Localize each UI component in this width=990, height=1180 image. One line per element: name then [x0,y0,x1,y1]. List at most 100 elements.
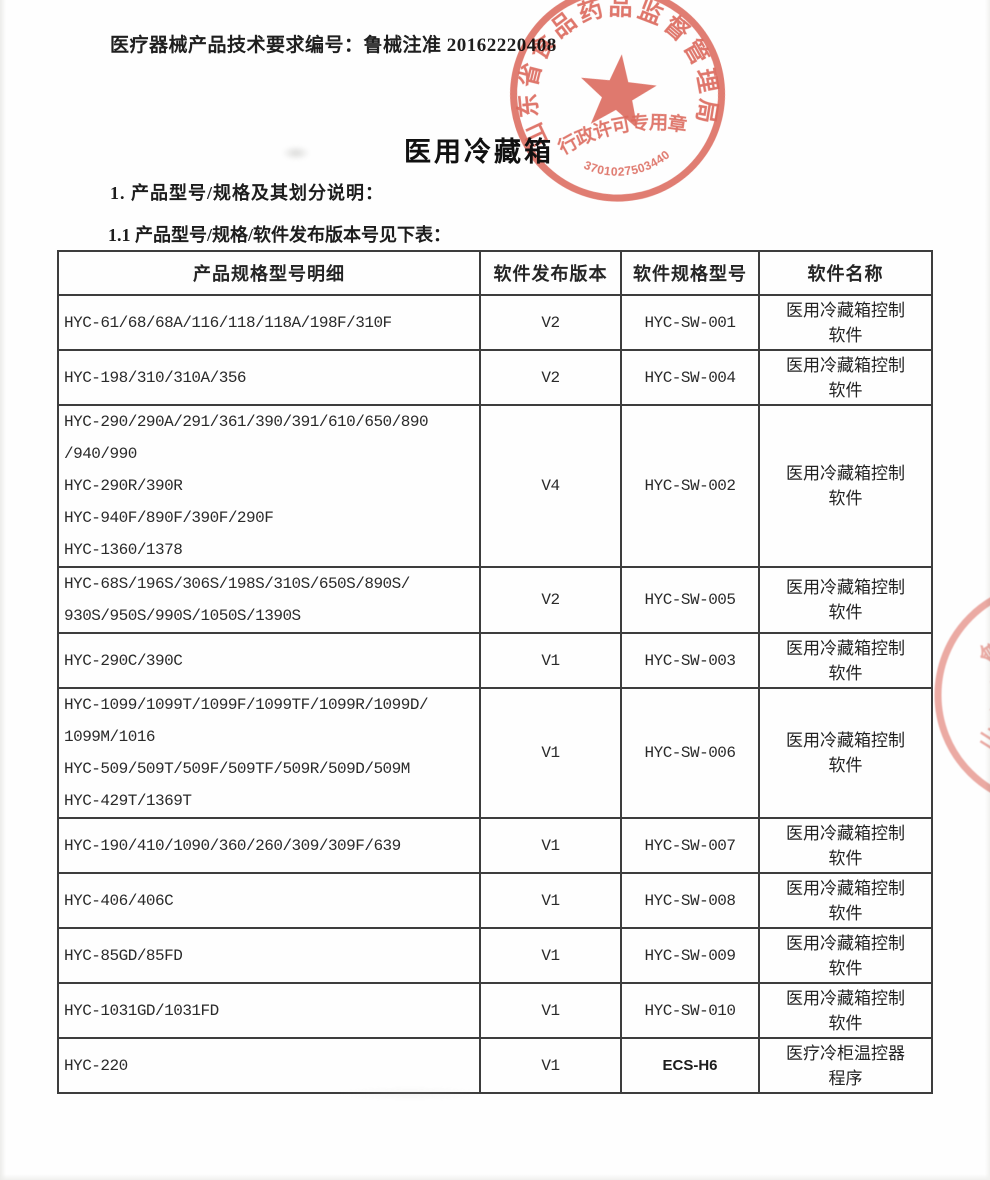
scan-smudge [282,146,310,160]
cell-software-name: 医用冷藏箱控制 软件 [758,927,933,984]
model-line: HYC-509/509T/509F/509TF/509R/509D/509M [64,760,410,778]
software-name-line: 软件 [828,848,863,868]
cell-software-model: HYC-SW-010 [620,982,760,1039]
cell-software-version: V1 [479,982,622,1039]
cell-product-models: HYC-290C/390C [57,632,481,689]
software-name-line: 软件 [828,325,863,345]
version-text: V1 [541,946,560,965]
table-row: HYC-1099/1099T/1099F/1099TF/1099R/1099D/… [57,687,933,819]
software-name-line: 软件 [828,380,863,400]
cell-product-models: HYC-1099/1099T/1099F/1099TF/1099R/1099D/… [57,687,481,819]
software-model-text: HYC-SW-005 [644,591,736,609]
software-model-text: HYC-SW-004 [644,368,736,387]
cell-product-models: HYC-190/410/1090/360/260/309/309F/639 [57,817,481,874]
cell-software-name: 医用冷藏箱控制 软件 [758,817,933,874]
cell-software-version: V2 [479,294,622,351]
cell-software-model: HYC-SW-002 [620,404,760,568]
software-name-line: 医用冷藏箱控制 [786,638,905,658]
cell-product-models: HYC-406/406C [57,872,481,929]
stamp-star-icon [581,54,657,129]
cell-software-version: V1 [479,817,622,874]
table-row: HYC-220 V1 ECS-H6 医疗冷柜温控器 程序 [57,1037,933,1094]
version-text: V1 [541,1056,560,1075]
software-name-line: 医用冷藏箱控制 [786,464,905,483]
cell-software-model: HYC-SW-005 [620,566,760,634]
cell-software-model: ECS-H6 [620,1037,760,1094]
table-row: HYC-61/68/68A/116/118/118A/198F/310F V2 HY… [57,294,933,351]
software-name-line: 医用冷藏箱控制 [786,823,905,843]
version-text: V2 [541,591,560,609]
software-name-line: 软件 [828,958,863,978]
cell-product-models: HYC-85GD/85FD [57,927,481,984]
cell-software-version: V1 [479,632,622,689]
table-row: HYC-406/406C V1 HYC-SW-008 医用冷藏箱控制 软件 [57,872,933,929]
header-software-version: 软件发布版本 [479,250,622,296]
software-name-line: 软件 [828,489,863,508]
software-model-text: HYC-SW-002 [644,477,736,495]
cell-software-model: HYC-SW-003 [620,632,760,689]
cell-software-model: HYC-SW-004 [620,349,760,406]
table-body: HYC-61/68/68A/116/118/118A/198F/310F V2 HY… [57,294,933,1094]
model-line: HYC-429T/1369T [64,792,192,810]
software-name-line: 医用冷藏箱控制 [786,731,905,750]
cell-product-models: HYC-290/290A/291/361/390/391/610/650/890… [57,404,481,568]
cell-software-model: HYC-SW-001 [620,294,760,351]
software-name-line: 医用冷藏箱控制 [786,933,905,953]
software-model-text: HYC-SW-009 [644,946,736,965]
cell-software-name: 医用冷藏箱控制 软件 [758,294,933,351]
side-stamp-text: 山东省食 [974,636,990,754]
side-stamp-ring [934,597,990,793]
cell-software-version: V1 [479,872,622,929]
software-model-text: HYC-SW-007 [644,836,736,855]
software-name-line: 医用冷藏箱控制 [786,355,905,375]
model-line: HYC-290R/390R [64,477,183,495]
cell-software-name: 医用冷藏箱控制 软件 [758,872,933,929]
software-name-line: 医疗冷柜温控器 [786,1043,905,1063]
software-name-line: 程序 [828,1068,863,1088]
software-model-text: HYC-SW-010 [644,1001,736,1020]
model-line: HYC-68S/196S/306S/198S/310S/650S/890S/ [64,575,410,593]
model-line: HYC-198/310/310A/356 [64,368,247,387]
model-line: HYC-1031GD/1031FD [64,1001,219,1020]
header-product-models: 产品规格型号明细 [57,250,481,296]
table-row: HYC-290/290A/291/361/390/391/610/650/890… [57,404,933,568]
cell-product-models: HYC-61/68/68A/116/118/118A/198F/310F [57,294,481,351]
model-line: HYC-406/406C [64,891,174,910]
stamp-ring [510,0,726,202]
software-model-text: HYC-SW-006 [644,744,736,762]
software-name-line: 医用冷藏箱控制 [786,578,905,597]
model-line: HYC-290C/390C [64,651,183,670]
version-text: V2 [541,368,560,387]
side-partial-stamp-icon: 山东省食 [934,597,990,793]
model-line: 1099M/1016 [64,728,156,746]
model-line: HYC-190/410/1090/360/260/309/309F/639 [64,836,401,855]
cell-software-name: 医用冷藏箱控制 软件 [758,982,933,1039]
software-name-line: 软件 [828,663,863,683]
version-text: V2 [541,313,560,332]
cell-product-models: HYC-1031GD/1031FD [57,982,481,1039]
cell-software-name: 医疗冷柜温控器 程序 [758,1037,933,1094]
model-line: HYC-220 [64,1056,128,1075]
cell-software-model: HYC-SW-006 [620,687,760,819]
software-name-line: 软件 [828,756,863,775]
version-text: V1 [541,836,560,855]
cell-software-name: 医用冷藏箱控制 软件 [758,632,933,689]
cell-software-model: HYC-SW-009 [620,927,760,984]
model-line: /940/990 [64,445,137,463]
header-software-name: 软件名称 [758,250,933,296]
model-line: HYC-1360/1378 [64,541,183,559]
cell-software-version: V2 [479,566,622,634]
cell-software-version: V2 [479,349,622,406]
version-text: V1 [541,651,560,670]
software-model-text: ECS-H6 [662,1056,718,1074]
version-text: V1 [541,1001,560,1020]
cell-product-models: HYC-68S/196S/306S/198S/310S/650S/890S/93… [57,566,481,634]
table-row: HYC-190/410/1090/360/260/309/309F/639 V1 H… [57,817,933,874]
cell-software-name: 医用冷藏箱控制 软件 [758,404,933,568]
model-line: HYC-1099/1099T/1099F/1099TF/1099R/1099D/ [64,696,429,714]
cell-product-models: HYC-220 [57,1037,481,1094]
table-row: HYC-290C/390C V1 HYC-SW-003 医用冷藏箱控制 软件 [57,632,933,689]
cell-software-version: V1 [479,927,622,984]
section-heading-1: 1. 产品型号/规格及其划分说明： [110,183,384,203]
model-line: 930S/950S/990S/1050S/1390S [64,607,301,625]
